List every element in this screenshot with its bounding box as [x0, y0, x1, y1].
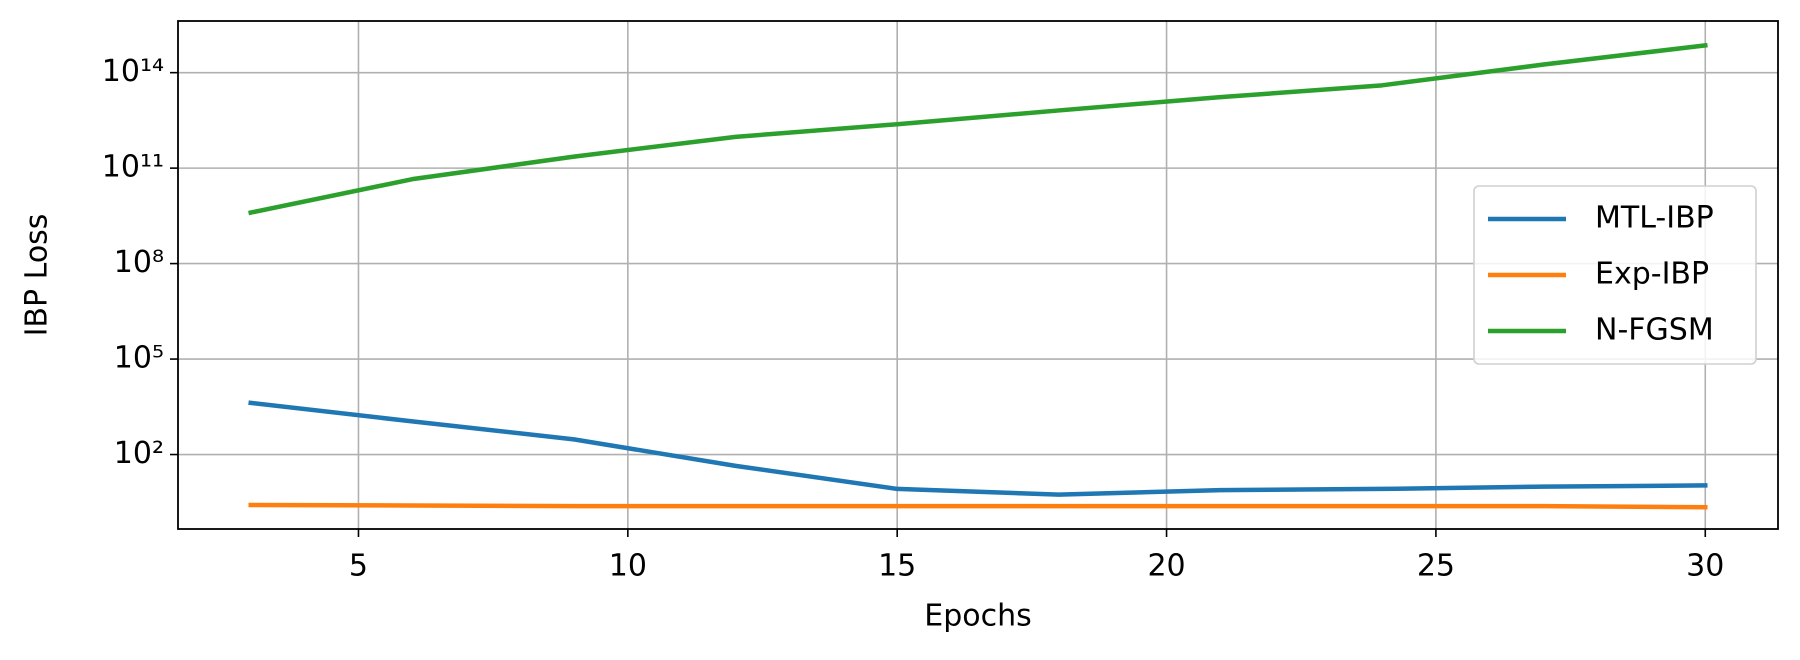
legend: MTL-IBP Exp-IBP N-FGSM	[1473, 185, 1757, 365]
x-tick-label: 5	[349, 549, 368, 584]
x-tick-label: 30	[1686, 549, 1724, 584]
y-axis-label: IBP Loss	[20, 214, 55, 337]
x-tick-label: 20	[1147, 549, 1185, 584]
legend-label: MTL-IBP	[1595, 201, 1714, 236]
legend-box	[1473, 185, 1757, 365]
series-line	[248, 400, 1708, 497]
y-tick-label: 10⁸	[114, 245, 164, 280]
legend-label: N-FGSM	[1595, 313, 1714, 348]
series-line	[248, 42, 1708, 216]
x-tick-label: 25	[1417, 549, 1455, 584]
x-axis-label: Epochs	[924, 599, 1032, 634]
legend-label: Exp-IBP	[1595, 257, 1709, 292]
y-tick-label: 10¹¹	[102, 150, 164, 185]
x-tick-label: 10	[609, 549, 647, 584]
axes-frame	[177, 20, 1779, 530]
y-tick-label: 10⁵	[114, 341, 164, 376]
y-tick-label: 10¹⁴	[102, 54, 164, 89]
series-line	[248, 502, 1708, 510]
x-tick-label: 15	[878, 549, 916, 584]
y-tick-label: 10²	[114, 436, 164, 471]
